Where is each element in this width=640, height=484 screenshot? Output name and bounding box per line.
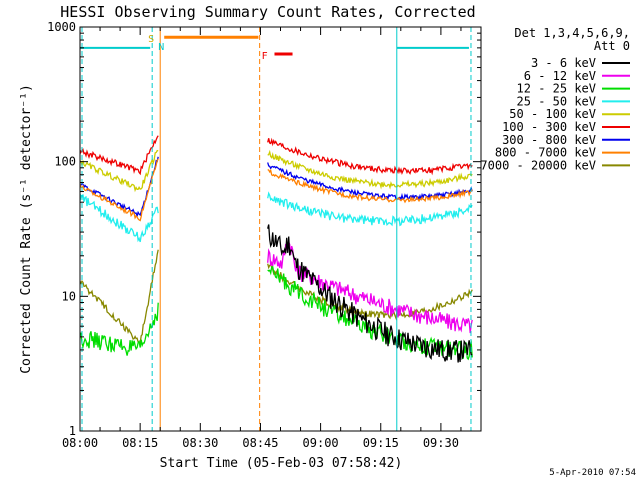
series-line-6 (80, 135, 159, 176)
x-axis-label: Start Time (05-Feb-03 07:58:42) (160, 456, 403, 471)
legend-label: 800 - 7000 keV (495, 146, 596, 160)
legend-label: 12 - 25 keV (517, 82, 596, 96)
series-line-3 (80, 302, 159, 356)
series-line-4 (267, 191, 473, 227)
date-stamp: 5-Apr-2010 07:54 (549, 468, 636, 478)
series-line-5 (267, 149, 473, 190)
marker-letter: F (262, 51, 268, 62)
legend-label: 3 - 6 keV (531, 56, 596, 70)
legend-label: 7000 - 20000 keV (480, 158, 596, 172)
series-line-1 (267, 224, 473, 363)
y-tick-label: 100 (54, 155, 76, 169)
series-line-9 (80, 249, 159, 345)
series-line-5 (80, 149, 159, 193)
legend-label: 300 - 800 keV (502, 133, 596, 147)
x-tick-label: 09:15 (363, 436, 399, 450)
legend-title-line2: Att 0 (594, 39, 630, 53)
marker-letter: N (158, 42, 164, 53)
x-tick-label: 08:00 (62, 436, 98, 450)
series-line-2 (267, 239, 473, 334)
y-tick-label: 10 (62, 289, 76, 303)
y-axis-label: Corrected Count Rate (s⁻¹ detector⁻¹) (19, 84, 34, 374)
series-line-7 (267, 162, 473, 201)
series-line-8 (80, 158, 159, 222)
x-tick-label: 09:00 (303, 436, 339, 450)
marker-letter: S (148, 34, 154, 45)
x-tick-label: 08:15 (122, 436, 158, 450)
series-line-4 (80, 193, 159, 243)
series-line-8 (267, 168, 473, 204)
series-line-6 (267, 137, 473, 176)
x-tick-label: 09:30 (423, 436, 459, 450)
legend-label: 6 - 12 keV (524, 69, 596, 83)
y-tick-label: 1 (69, 424, 76, 438)
x-tick-label: 08:30 (182, 436, 218, 450)
legend-title-line1: Det 1,3,4,5,6,9, (514, 26, 630, 40)
plot-frame (79, 26, 482, 432)
y-tick-label: 1000 (47, 20, 76, 34)
chart-title: HESSI Observing Summary Count Rates, Cor… (60, 3, 475, 21)
legend-label: 50 - 100 keV (509, 107, 596, 121)
legend-label: 25 - 50 keV (517, 94, 596, 108)
legend-label: 100 - 300 keV (502, 120, 596, 134)
x-tick-label: 08:45 (242, 436, 278, 450)
